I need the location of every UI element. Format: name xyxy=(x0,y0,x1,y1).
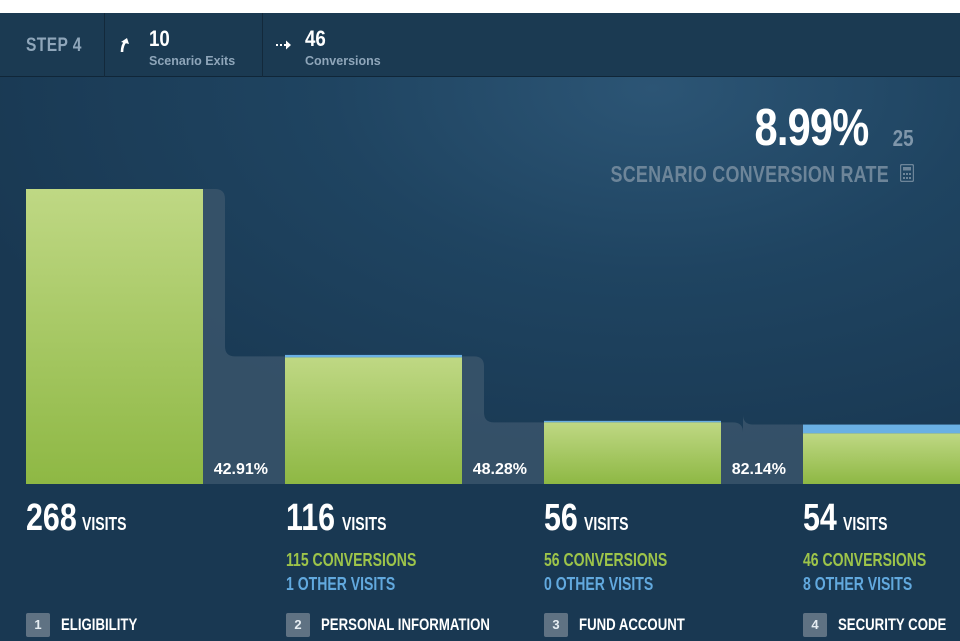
other-visits-count: 8 OTHER VISITS xyxy=(803,574,913,594)
visits-count: 268 xyxy=(26,497,77,539)
conversions-label: Conversions xyxy=(305,54,381,68)
step-info-3: 56 VISITS 56 CONVERSIONS 0 OTHER VISITS … xyxy=(544,497,784,637)
header-divider xyxy=(104,13,105,77)
conversion-rate-aside: 25 xyxy=(893,125,914,151)
other-visits-count: 0 OTHER VISITS xyxy=(544,574,654,594)
visits-line: 268 VISITS xyxy=(26,497,126,540)
step-number-badge: 4 xyxy=(803,613,827,637)
visits-line: 56 VISITS xyxy=(544,497,628,540)
visits-count: 56 xyxy=(544,497,578,539)
step-info-2: 116 VISITS 115 CONVERSIONS 1 OTHER VISIT… xyxy=(286,497,526,637)
conversions-count: 115 CONVERSIONS xyxy=(286,550,417,570)
step-info-1: 268 VISITS 1 ELIGIBILITY xyxy=(26,497,266,637)
progression-rate-label: 42.91% xyxy=(214,461,268,478)
other-visits-bar[interactable] xyxy=(544,420,721,423)
step-name: SECURITY CODE xyxy=(838,616,947,634)
step-info-4: 54 VISITS 46 CONVERSIONS 8 OTHER VISITS … xyxy=(803,497,960,637)
progression-rate-label: 82.14% xyxy=(732,461,786,478)
funnel-chart: 42.91% 48.28% 82.14% xyxy=(26,189,960,484)
visits-count: 54 xyxy=(803,497,837,539)
step-number-badge: 2 xyxy=(286,613,310,637)
conversion-rate-label: SCENARIO CONVERSION RATE xyxy=(610,161,889,187)
visits-line: 54 VISITS xyxy=(803,497,887,540)
step-header: STEP 4 10 Scenario Exits 46 Conversions xyxy=(0,13,960,77)
step-bar[interactable] xyxy=(803,433,960,484)
funnel-connector xyxy=(462,356,544,484)
visits-word: VISITS xyxy=(843,514,888,534)
arrow-up-icon xyxy=(120,38,129,53)
exits-value: 10 xyxy=(149,26,170,51)
visits-line: 116 VISITS xyxy=(286,497,386,540)
progression-rate-label: 48.28% xyxy=(473,461,527,478)
visits-word: VISITS xyxy=(342,514,387,534)
funnel-connector xyxy=(721,414,803,484)
conversion-rate-value: 8.99% xyxy=(754,99,869,157)
step-number-badge: 3 xyxy=(544,613,568,637)
conversions-count: 56 CONVERSIONS xyxy=(544,550,668,570)
step-name: ELIGIBILITY xyxy=(61,616,138,634)
funnel-connector xyxy=(203,189,285,484)
conversions-count: 46 CONVERSIONS xyxy=(803,550,927,570)
header-divider xyxy=(262,13,263,77)
step-label: STEP 4 xyxy=(26,35,82,56)
funnel-panel: STEP 4 10 Scenario Exits 46 Conversions … xyxy=(0,13,960,641)
visits-word: VISITS xyxy=(82,514,127,534)
step-number-badge: 1 xyxy=(26,613,50,637)
conversions-value: 46 xyxy=(305,26,326,51)
step-bar[interactable] xyxy=(285,357,462,484)
other-visits-count: 1 OTHER VISITS xyxy=(286,574,396,594)
visits-word: VISITS xyxy=(584,514,629,534)
step-name: FUND ACCOUNT xyxy=(579,616,685,634)
step-bar[interactable] xyxy=(544,422,721,484)
other-visits-bar[interactable] xyxy=(803,424,960,434)
arrow-right-icon xyxy=(276,40,291,50)
step-name: PERSONAL INFORMATION xyxy=(321,616,490,634)
calculator-icon[interactable] xyxy=(900,164,914,182)
step-bar[interactable] xyxy=(26,189,203,484)
visits-count: 116 xyxy=(286,497,336,539)
other-visits-bar[interactable] xyxy=(285,354,462,358)
exits-label: Scenario Exits xyxy=(149,54,236,68)
